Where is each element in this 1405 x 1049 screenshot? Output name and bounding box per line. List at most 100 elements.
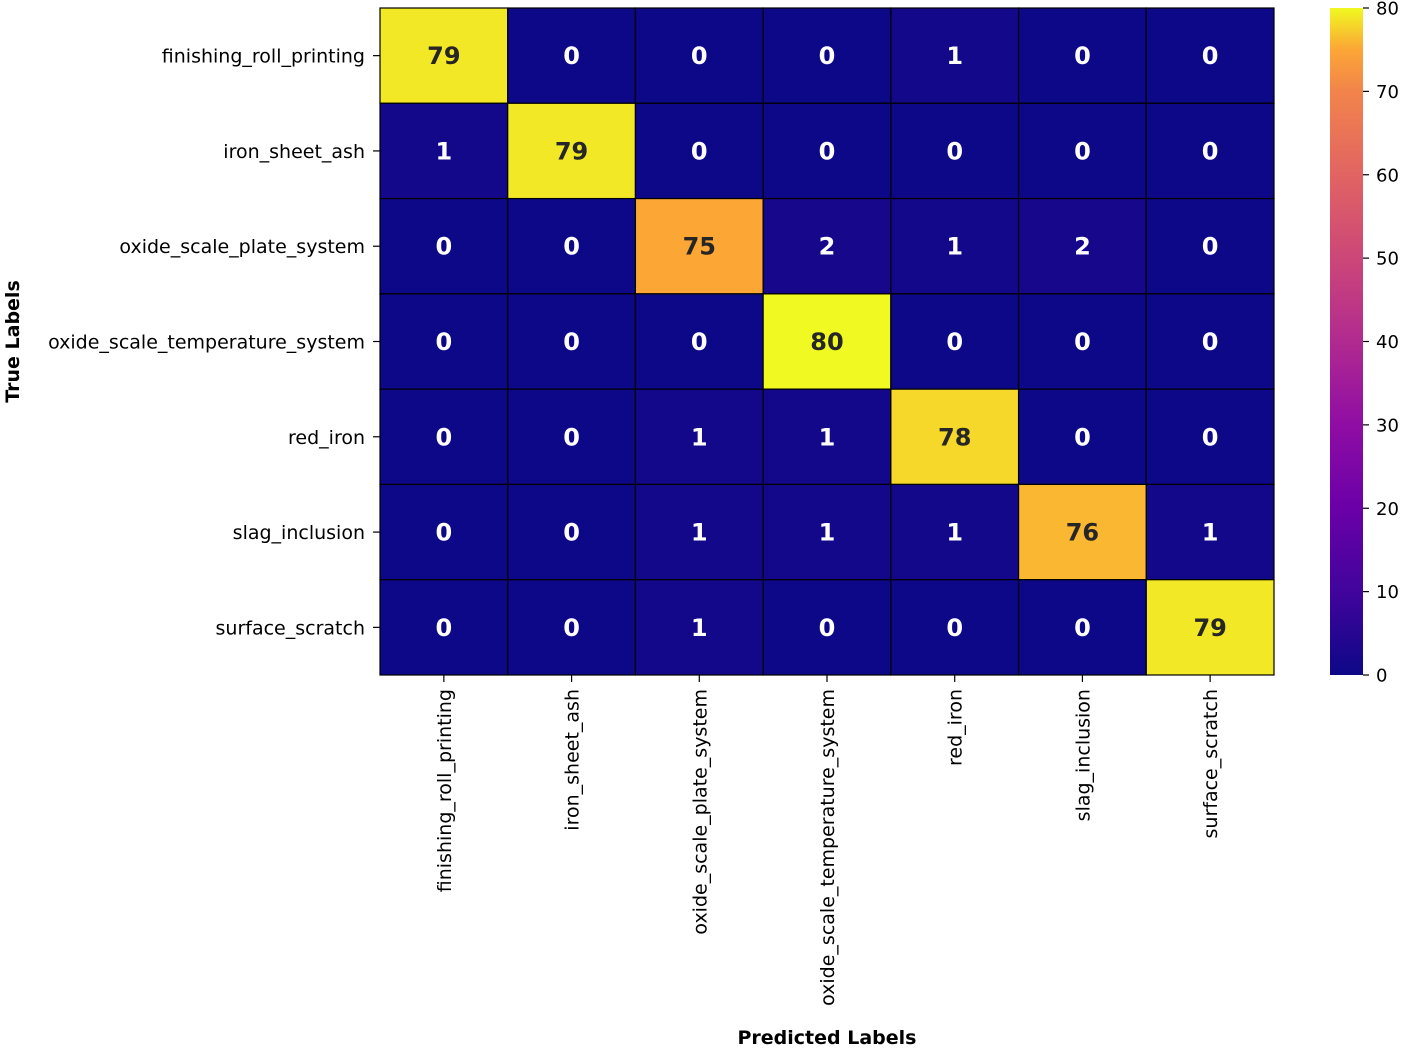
x-tick-label-5: slag_inclusion [1072,689,1094,821]
heatmap-cell-r3-c3 [762,293,892,390]
heatmap-cell-label-r3-c3: 80 [810,328,843,356]
y-tick-label-6: surface_scratch [216,617,365,639]
heatmap-cell-r4-c6 [1145,388,1275,486]
heatmap-cell-label-r4-c1: 0 [563,423,580,451]
heatmap-cell-r1-c4 [890,102,1020,200]
heatmap-cell-label-r5-c3: 1 [819,519,836,547]
heatmap-cell-label-r0-c6: 0 [1202,42,1219,70]
heatmap-cell-r6-c0 [379,579,509,676]
y-axis-ticks: finishing_roll_printing iron_sheet_ashoxi… [48,46,380,639]
y-tick-label-5: slag_inclusion [233,522,365,544]
heatmap-cell-label-r2-c5: 2 [1074,233,1091,261]
heatmap-cell-r2-c5 [1017,197,1147,295]
colorbar-tick-label-8: 80 [1376,0,1399,20]
heatmap-cell-r0-c1 [507,7,637,104]
heatmap-cell-r0-c0 [379,7,509,104]
heatmap-cell-label-r2-c3: 2 [819,233,836,261]
x-tick-label-6: surface_scratch [1200,689,1222,838]
heatmap-cells [379,7,1275,676]
heatmap-cell-r5-c3 [762,483,892,581]
heatmap-cell-label-r6-c1: 0 [563,614,580,642]
heatmap-cell-label-r0-c0: 79 [427,42,460,70]
x-tick-label-3: oxide_scale_temperature_system [817,689,839,1006]
heatmap-cell-r6-c6 [1145,579,1275,676]
heatmap-cell-label-r4-c3: 1 [819,423,836,451]
heatmap-cell-label-r6-c5: 0 [1074,614,1091,642]
heatmap-cell-label-r0-c5: 0 [1074,42,1091,70]
heatmap-cell-r1-c6 [1145,102,1275,200]
y-tick-label-3: oxide_scale_temperature_system [48,332,365,354]
heatmap-cell-r0-c4 [890,7,1020,104]
colorbar-tick-label-2: 20 [1376,499,1399,520]
y-tick-label-2: oxide_scale_plate_system [119,236,365,258]
heatmap-cell-r2-c1 [507,197,637,295]
colorbar-tick-label-5: 50 [1376,249,1399,270]
colorbar-tick-label-6: 60 [1376,165,1399,186]
heatmap-cell-r4-c2 [634,388,764,486]
heatmap-cell-r0-c5 [1017,7,1147,104]
heatmap-cell-label-r3-c1: 0 [563,328,580,356]
y-tick-label-0: finishing_roll_printing [162,46,365,68]
x-axis-title: Predicted Labels [738,1027,917,1049]
heatmap-cell-label-r5-c5: 76 [1066,519,1099,547]
heatmap-cell-r2-c3 [762,197,892,295]
heatmap-cell-r5-c6 [1145,483,1275,581]
heatmap-cell-r5-c4 [890,483,1020,581]
heatmap-cell-r1-c2 [634,102,764,200]
y-tick-label-4: red_iron [288,427,365,449]
heatmap-cell-label-r0-c2: 0 [691,42,708,70]
heatmap-cell-r2-c6 [1145,197,1275,295]
heatmap-cell-r1-c5 [1017,102,1147,200]
heatmap-cell-label-r3-c0: 0 [436,328,453,356]
heatmap-cell-label-r1-c6: 0 [1202,137,1219,165]
heatmap-cell-label-r5-c6: 1 [1202,519,1219,547]
heatmap-cell-label-r4-c6: 0 [1202,423,1219,451]
heatmap-cell-r6-c3 [762,579,892,676]
heatmap-cell-r6-c4 [890,579,1020,676]
x-tick-label-2: oxide_scale_plate_system [689,689,711,935]
colorbar-gradient [1330,8,1363,675]
heatmap-cell-label-r1-c3: 0 [819,137,836,165]
x-tick-label-0: finishing_roll_printing [434,689,456,892]
heatmap-cell-label-r2-c0: 0 [436,233,453,261]
y-axis-title: True Labels [2,280,24,403]
heatmap-cell-label-r2-c2: 75 [683,233,716,261]
colorbar-tick-label-3: 30 [1376,415,1399,436]
heatmap-cell-label-r4-c2: 1 [691,423,708,451]
x-axis-ticks: finishing_roll_printing iron_sheet_ash oxi… [434,675,1222,1006]
heatmap-cell-label-r2-c1: 0 [563,233,580,261]
colorbar: 0 10 20 30 40 50 60 70 80 [1330,0,1399,687]
heatmap-cell-label-r5-c2: 1 [691,519,708,547]
heatmap-cell-label-r4-c0: 0 [436,423,453,451]
x-tick-label-4: red_iron [945,689,967,766]
heatmap-cell-r3-c5 [1017,293,1147,390]
heatmap-cell-label-r3-c5: 0 [1074,328,1091,356]
colorbar-tick-label-4: 40 [1376,332,1399,353]
heatmap-cell-label-r1-c1: 79 [555,137,588,165]
heatmap-cell-label-r0-c4: 1 [946,42,963,70]
heatmap-cell-r5-c0 [379,483,509,581]
heatmap-cell-label-r6-c2: 1 [691,614,708,642]
heatmap-cell-r5-c1 [507,483,637,581]
heatmap-cell-label-r1-c4: 0 [946,137,963,165]
heatmap-cell-label-r1-c5: 0 [1074,137,1091,165]
heatmap-cell-r6-c2 [634,579,764,676]
heatmap-cell-label-r6-c0: 0 [436,614,453,642]
heatmap-cell-r3-c6 [1145,293,1275,390]
heatmap-cell-r3-c1 [507,293,637,390]
heatmap-cell-r4-c0 [379,388,509,486]
heatmap-cell-label-r6-c4: 0 [946,614,963,642]
colorbar-tick-label-0: 0 [1376,666,1387,687]
heatmap-cell-label-r4-c5: 0 [1074,423,1091,451]
heatmap-cell-r2-c4 [890,197,1020,295]
y-tick-label-1: iron_sheet_ash [223,141,365,163]
heatmap-cell-r0-c3 [762,7,892,104]
heatmap-cell-label-r2-c4: 1 [946,233,963,261]
heatmap-cell-label-r5-c4: 1 [946,519,963,547]
heatmap-cell-label-r4-c4: 78 [938,423,971,451]
heatmap-cell-r6-c5 [1017,579,1147,676]
heatmap-cell-r5-c2 [634,483,764,581]
heatmap-cell-label-r6-c3: 0 [819,614,836,642]
heatmap-cell-label-r1-c2: 0 [691,137,708,165]
